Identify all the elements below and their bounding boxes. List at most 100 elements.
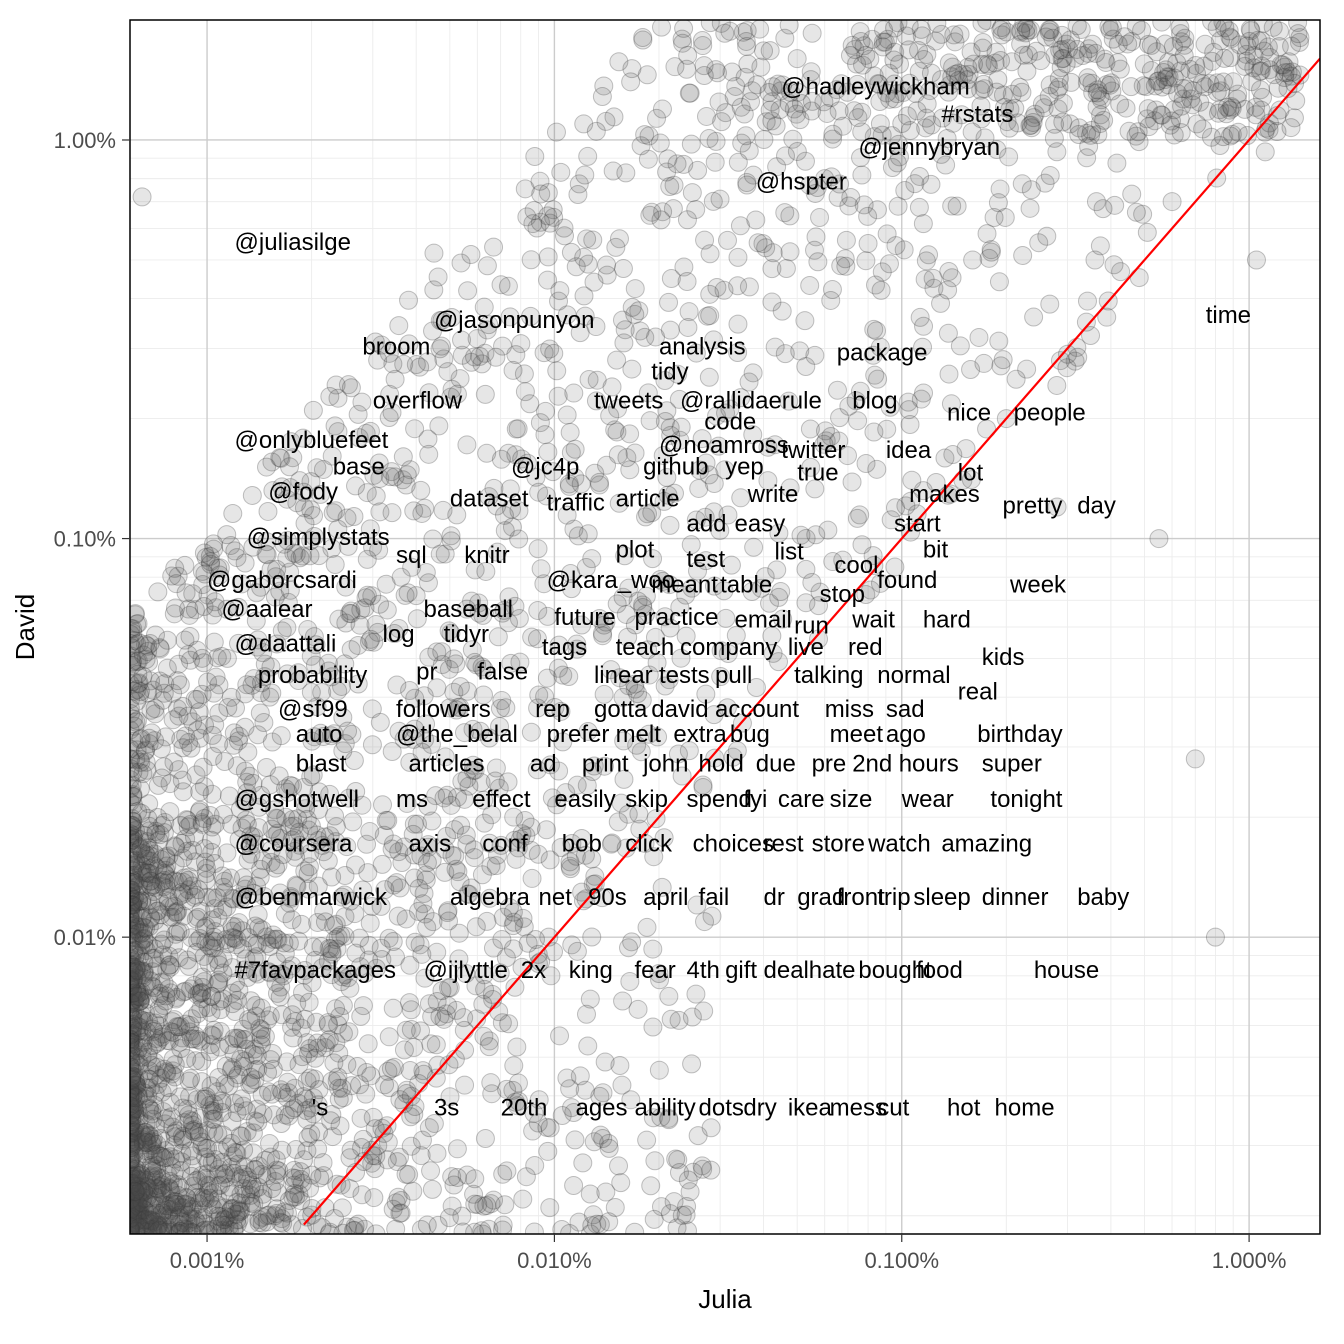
word-label: ikea [788, 1095, 833, 1122]
word-label: @onlybluefeet [235, 427, 389, 454]
word-label: 20th [501, 1095, 548, 1122]
word-label: analysis [659, 334, 746, 361]
word-label: easily [554, 786, 615, 813]
word-label: wear [901, 786, 954, 813]
word-label: @jennybryan [858, 134, 1000, 161]
word-label: care [778, 786, 825, 813]
word-label: makes [909, 481, 980, 508]
word-label: amazing [941, 831, 1032, 858]
word-label: ms [396, 786, 428, 813]
word-label: dots [699, 1095, 744, 1122]
word-label: account [715, 696, 799, 723]
word-label: tonight [990, 786, 1062, 813]
word-label: kids [982, 644, 1025, 671]
word-label: normal [877, 662, 950, 689]
word-label: meet [830, 721, 884, 748]
word-label: @jasonpunyon [434, 307, 594, 334]
word-label: dinner [982, 884, 1049, 911]
word-label: people [1014, 400, 1086, 427]
word-label: april [643, 884, 688, 911]
word-label: @fody [268, 479, 338, 506]
y-tick-label: 0.10% [54, 527, 116, 552]
word-label: @gaborcsardi [207, 567, 357, 594]
word-label: red [848, 634, 883, 661]
word-label: tidy [651, 359, 688, 386]
x-tick-label: 0.001% [170, 1248, 245, 1273]
word-label: effect [472, 786, 531, 813]
word-label: teach [616, 634, 675, 661]
word-label: melt [616, 721, 662, 748]
word-label: skip [625, 786, 668, 813]
word-label: base [333, 454, 385, 481]
word-label: idea [886, 437, 932, 464]
word-label: baby [1077, 884, 1129, 911]
word-label: auto [296, 721, 343, 748]
word-label: easy [735, 511, 786, 538]
word-label: fyi [743, 786, 767, 813]
word-label: 4th [686, 957, 719, 984]
word-label: plot [616, 536, 655, 563]
word-label: click [625, 831, 673, 858]
word-label: pull [715, 662, 752, 689]
word-label: sql [396, 542, 427, 569]
word-label: future [554, 604, 615, 631]
word-label: time [1206, 302, 1251, 329]
word-label: david [651, 696, 708, 723]
word-label: tweets [594, 387, 663, 414]
word-label: 2x [521, 957, 546, 984]
word-label: baseball [424, 596, 513, 623]
x-tick-label: 0.100% [864, 1248, 939, 1273]
word-label: house [1034, 957, 1099, 984]
word-label: watch [867, 831, 931, 858]
word-label: stop [820, 581, 865, 608]
word-label: articles [408, 751, 484, 778]
word-label: overflow [373, 387, 463, 414]
word-label: package [837, 340, 928, 367]
word-label: sleep [913, 884, 970, 911]
word-label: dr [764, 884, 785, 911]
word-label: meant [651, 571, 718, 598]
word-label: @the_belal [396, 721, 518, 748]
word-label: @sf99 [278, 696, 348, 723]
word-label: john [642, 751, 688, 778]
word-label: followers [396, 696, 491, 723]
word-label: net [539, 884, 573, 911]
word-label: @benmarwick [235, 884, 388, 911]
word-label: day [1077, 492, 1116, 519]
word-label: @hadleywickham [781, 73, 969, 100]
word-label: hard [923, 607, 971, 634]
word-label: dry [743, 1095, 776, 1122]
word-label: bug [730, 721, 770, 748]
word-label: hot [947, 1095, 981, 1122]
word-label: sad [886, 696, 925, 723]
word-label: found [877, 567, 937, 594]
word-label: axis [408, 831, 451, 858]
word-label: blog [852, 387, 897, 414]
word-label: @aalear [221, 596, 312, 623]
word-label: wait [851, 607, 895, 634]
word-label: prefer [547, 721, 610, 748]
word-label: start [894, 511, 941, 538]
word-label: probability [258, 662, 367, 689]
word-label: company [680, 634, 777, 661]
word-label: fail [699, 884, 730, 911]
word-label: tags [542, 634, 587, 661]
word-label: nice [947, 400, 991, 427]
word-label: practice [634, 604, 718, 631]
word-label: #rstats [941, 101, 1013, 128]
word-label: dataset [450, 485, 529, 512]
word-label: knitr [464, 542, 509, 569]
word-label: traffic [547, 489, 605, 516]
word-label: live [788, 634, 824, 661]
word-label: due [756, 751, 796, 778]
word-label: log [383, 621, 415, 648]
word-label: ago [886, 721, 926, 748]
x-axis-title: Julia [698, 1284, 752, 1314]
word-label: @simplystats [247, 524, 390, 551]
x-tick-label: 0.010% [517, 1248, 592, 1273]
word-label: #7favpackages [235, 957, 396, 984]
word-label: @ijlyttle [424, 957, 508, 984]
word-label: week [1009, 571, 1067, 598]
word-label: size [830, 786, 873, 813]
word-label: trip [877, 884, 910, 911]
